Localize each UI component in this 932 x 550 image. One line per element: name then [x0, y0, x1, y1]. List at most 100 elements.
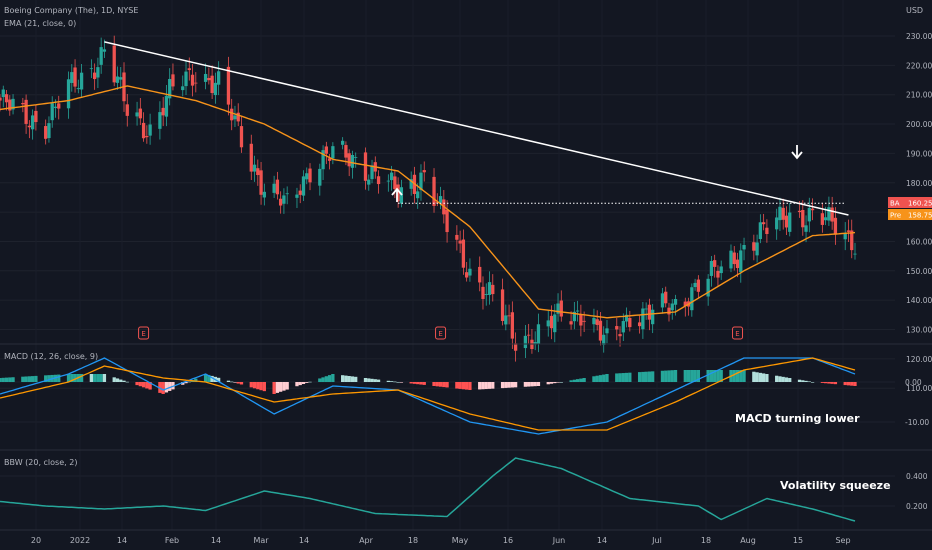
- macd-histogram-bar[interactable]: [341, 375, 345, 382]
- macd-histogram-bar[interactable]: [438, 382, 443, 387]
- candle[interactable]: [138, 98, 142, 126]
- macd-histogram-bar[interactable]: [804, 380, 808, 382]
- candle[interactable]: [272, 175, 276, 198]
- candle[interactable]: [523, 325, 528, 358]
- macd-histogram-bar[interactable]: [282, 382, 286, 391]
- candle[interactable]: [513, 332, 518, 362]
- candle[interactable]: [256, 159, 260, 186]
- candle[interactable]: [44, 119, 48, 145]
- macd-histogram-bar[interactable]: [57, 374, 61, 382]
- candle[interactable]: [624, 307, 629, 328]
- macd-histogram-bar[interactable]: [491, 382, 495, 389]
- candle[interactable]: [331, 142, 335, 165]
- macd-histogram-bar[interactable]: [559, 382, 563, 383]
- candle[interactable]: [376, 170, 381, 194]
- macd-histogram-bar[interactable]: [595, 375, 599, 382]
- macd-histogram-bar[interactable]: [651, 371, 655, 382]
- macd-histogram-bar[interactable]: [119, 379, 123, 382]
- macd-histogram-bar[interactable]: [637, 372, 642, 382]
- macd-histogram-bar[interactable]: [487, 382, 492, 389]
- macd-histogram-bar[interactable]: [252, 382, 257, 389]
- candle[interactable]: [595, 310, 599, 331]
- macd-histogram-bar[interactable]: [830, 382, 834, 384]
- macd-histogram-bar[interactable]: [298, 382, 302, 386]
- candle[interactable]: [752, 234, 756, 261]
- macd-histogram-bar[interactable]: [363, 378, 368, 382]
- macd-histogram-bar[interactable]: [233, 382, 237, 383]
- macd-histogram-bar[interactable]: [249, 382, 253, 388]
- macd-histogram-bar[interactable]: [239, 382, 244, 385]
- macd-histogram-bar[interactable]: [79, 374, 84, 382]
- candle[interactable]: [370, 159, 374, 184]
- candle[interactable]: [11, 94, 15, 115]
- candle[interactable]: [458, 230, 462, 254]
- macd-histogram-bar[interactable]: [693, 370, 697, 382]
- candle[interactable]: [301, 170, 306, 202]
- candle[interactable]: [507, 304, 511, 325]
- macd-histogram-bar[interactable]: [102, 374, 107, 382]
- trendline[interactable]: [104, 41, 849, 216]
- macd-histogram-bar[interactable]: [641, 371, 645, 382]
- candle[interactable]: [481, 276, 485, 310]
- candle[interactable]: [664, 286, 668, 308]
- candle[interactable]: [89, 59, 94, 79]
- macd-histogram-bar[interactable]: [713, 370, 717, 382]
- macd-histogram-bar[interactable]: [318, 378, 322, 382]
- candle[interactable]: [422, 161, 426, 182]
- macd-histogram-bar[interactable]: [256, 382, 260, 390]
- candle[interactable]: [833, 207, 838, 245]
- candle[interactable]: [213, 72, 218, 104]
- candle[interactable]: [438, 186, 443, 210]
- candle[interactable]: [341, 137, 345, 150]
- macd-histogram-bar[interactable]: [138, 382, 142, 387]
- candle[interactable]: [690, 283, 694, 317]
- candle[interactable]: [478, 256, 482, 292]
- candle[interactable]: [79, 63, 84, 97]
- earnings-marker[interactable]: E: [732, 326, 744, 340]
- candle[interactable]: [575, 300, 580, 322]
- macd-histogram-bar[interactable]: [732, 370, 736, 382]
- macd-histogram-bar[interactable]: [416, 382, 420, 385]
- candle[interactable]: [758, 214, 763, 244]
- candle[interactable]: [810, 198, 815, 221]
- candle[interactable]: [249, 134, 253, 180]
- macd-histogram-bar[interactable]: [579, 378, 583, 382]
- candle[interactable]: [115, 66, 120, 90]
- macd-histogram-bar[interactable]: [582, 378, 586, 382]
- macd-histogram-bar[interactable]: [500, 382, 505, 389]
- macd-histogram-bar[interactable]: [513, 382, 518, 388]
- macd-histogram-bar[interactable]: [735, 370, 740, 382]
- candle[interactable]: [230, 98, 234, 131]
- macd-histogram-bar[interactable]: [556, 382, 560, 383]
- candle[interactable]: [605, 320, 609, 344]
- candle[interactable]: [135, 101, 139, 126]
- macd-line[interactable]: [0, 357, 856, 435]
- candle[interactable]: [295, 187, 299, 209]
- macd-histogram-bar[interactable]: [810, 382, 815, 383]
- candle[interactable]: [465, 261, 469, 282]
- candle[interactable]: [210, 65, 214, 99]
- macd-histogram-bar[interactable]: [683, 370, 687, 382]
- candle[interactable]: [164, 84, 169, 127]
- candle[interactable]: [181, 75, 185, 97]
- candle[interactable]: [827, 196, 831, 226]
- candle[interactable]: [125, 93, 129, 127]
- macd-histogram-bar[interactable]: [484, 382, 488, 390]
- macd-histogram-bar[interactable]: [207, 374, 211, 382]
- candle[interactable]: [788, 203, 792, 237]
- candle[interactable]: [435, 193, 439, 207]
- earnings-marker[interactable]: E: [138, 326, 150, 340]
- macd-histogram-bar[interactable]: [465, 382, 469, 390]
- candle[interactable]: [546, 309, 550, 337]
- candle[interactable]: [0, 94, 2, 112]
- macd-histogram-bar[interactable]: [321, 377, 325, 382]
- macd-histogram-bar[interactable]: [843, 382, 847, 386]
- candle[interactable]: [262, 183, 266, 206]
- candle[interactable]: [651, 304, 655, 334]
- macd-histogram-bar[interactable]: [194, 378, 198, 382]
- ema-line[interactable]: [0, 85, 856, 319]
- macd-histogram-bar[interactable]: [70, 374, 74, 382]
- macd-histogram-bar[interactable]: [461, 382, 466, 390]
- candle[interactable]: [445, 200, 449, 243]
- candle[interactable]: [190, 64, 195, 97]
